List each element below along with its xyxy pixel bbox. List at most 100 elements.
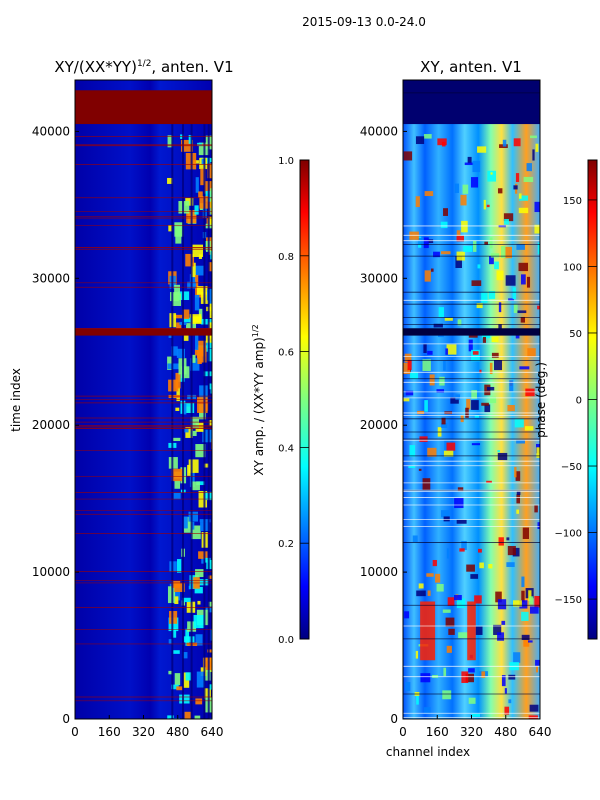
right-heatmap-cell <box>479 562 484 569</box>
right-heatmap-cell <box>486 386 495 391</box>
left-heatmap-cell <box>188 135 193 144</box>
right-heatmap-cell <box>508 699 512 704</box>
left-heatmap-cell <box>210 628 212 641</box>
left-heatmap-cell <box>167 135 173 148</box>
right-heatmap-cell <box>516 244 525 250</box>
right-ytick-label: 30000 <box>360 271 398 285</box>
right-heatmap-cell <box>506 537 510 541</box>
right-heatmap-cell <box>427 350 433 355</box>
right-heatmap-cell <box>471 280 482 286</box>
right-heatmap-cell <box>477 146 487 153</box>
left-heatmap-cell <box>182 597 192 603</box>
left-heatmap-cell <box>177 559 182 573</box>
left-heatmap-cell <box>196 286 208 295</box>
right-heatmap-cell <box>539 135 540 142</box>
right-heatmap-cell <box>500 246 506 258</box>
right-heatmap-cell <box>427 447 437 457</box>
right-heatmap-cell <box>516 491 521 495</box>
right-heatmap-cell <box>501 675 506 687</box>
left-heatmap-cell <box>201 158 206 165</box>
left-heatmap-speckle <box>167 124 212 719</box>
right-heatmap-cell <box>446 548 449 559</box>
right-xtick-label: 0 <box>399 725 407 739</box>
left-heatmap-cell <box>210 188 212 199</box>
right-heatmap-cell <box>518 207 529 214</box>
right-panel-title: XY, anten. V1 <box>420 58 522 76</box>
right-heatmap-cell <box>489 362 493 375</box>
right-heatmap-cell <box>468 339 473 352</box>
right-heatmap-cell <box>410 372 419 380</box>
right-heatmap-cell <box>456 235 464 242</box>
left-heatmap-cell <box>208 601 212 607</box>
left-heatmap-cell <box>171 293 182 306</box>
left-ytick-label: 20000 <box>32 418 70 432</box>
right-heatmap-cell <box>471 443 481 446</box>
right-heatmap-cell <box>432 559 437 567</box>
right-heatmap-cell <box>534 505 538 513</box>
right-heatmap-cell <box>423 344 427 354</box>
right-ytick-label: 10000 <box>360 565 398 579</box>
right-heatmap-cell <box>534 201 540 213</box>
left-xtick-label: 480 <box>166 725 189 739</box>
left-heatmap-cell <box>182 652 188 659</box>
right-heatmap-cell <box>504 706 510 715</box>
right-heatmap-cell <box>490 396 497 404</box>
right-heatmap-cell <box>455 394 461 400</box>
right-heatmap-cell <box>481 292 488 303</box>
right-heatmap-cell <box>440 221 448 229</box>
right-ytick-label: 20000 <box>360 418 398 432</box>
right-heatmap-cell <box>539 588 540 597</box>
left-heatmap-cell <box>168 670 173 675</box>
right-heatmap-cell <box>455 256 462 269</box>
right-heatmap-cell <box>508 298 514 301</box>
right-heatmap-cell <box>407 359 412 370</box>
right-heatmap-cell <box>497 632 505 641</box>
right-heatmap-cell <box>486 480 492 483</box>
left-heatmap-cell <box>179 694 190 704</box>
left-heatmap-band <box>203 124 206 719</box>
left-heatmap-cell <box>183 636 195 643</box>
left-heatmap-cell <box>168 225 173 232</box>
right-heatmap-cell <box>504 688 507 694</box>
right-heatmap-cell <box>515 334 520 339</box>
right-heatmap-cell <box>479 369 482 374</box>
right-heatmap-cell <box>439 376 445 386</box>
left-colorbar-tick-label: 0.8 <box>278 252 294 263</box>
right-heatmap-cell <box>474 415 480 418</box>
right-heatmap-cell <box>507 404 515 412</box>
left-heatmap-cell <box>171 468 183 482</box>
figure-suptitle: 2015-09-13 0.0-24.0 <box>302 15 426 29</box>
left-colorbar-ticks: 0.0 0.2 0.4 0.6 0.8 1.0 <box>278 156 309 646</box>
left-heatmap-cell <box>197 397 208 413</box>
right-heatmap-cell <box>514 466 517 478</box>
left-heatmap-cell <box>190 430 197 437</box>
left-heatmap-cell <box>182 309 190 319</box>
right-heatmap-cell <box>435 573 441 583</box>
left-colorbar-tick-label: 0.0 <box>278 635 294 646</box>
left-xtick-label: 640 <box>201 725 224 739</box>
left-heatmap-cell <box>192 244 204 257</box>
left-flag-block <box>75 328 212 336</box>
left-heatmap-cell <box>167 715 174 719</box>
right-heatmap-cell <box>497 450 500 453</box>
right-heatmap-cell <box>436 583 444 592</box>
right-heatmap-cell <box>461 671 469 683</box>
right-heatmap-cell <box>520 316 526 323</box>
left-heatmap-cell <box>191 354 196 363</box>
right-xtick-label: 480 <box>494 725 517 739</box>
left-heatmap-cell <box>209 303 212 319</box>
left-heatmap-cell <box>203 463 209 468</box>
right-heatmap-cell <box>454 498 464 509</box>
left-heatmap-cell <box>208 216 212 225</box>
right-heatmap-cell <box>424 191 434 197</box>
right-heatmap-cell <box>427 239 434 243</box>
left-colorbar-tick-label: 0.6 <box>278 348 294 359</box>
right-heatmap-cell <box>424 270 431 282</box>
right-heatmap-cell <box>445 348 449 355</box>
right-heatmap-cell <box>470 177 479 188</box>
right-heatmap-cell <box>416 590 426 597</box>
right-heatmap-cell <box>488 291 496 299</box>
right-heatmap-cell <box>471 400 479 410</box>
right-heatmap-cell <box>461 220 468 233</box>
left-heatmap-cell <box>176 322 182 332</box>
